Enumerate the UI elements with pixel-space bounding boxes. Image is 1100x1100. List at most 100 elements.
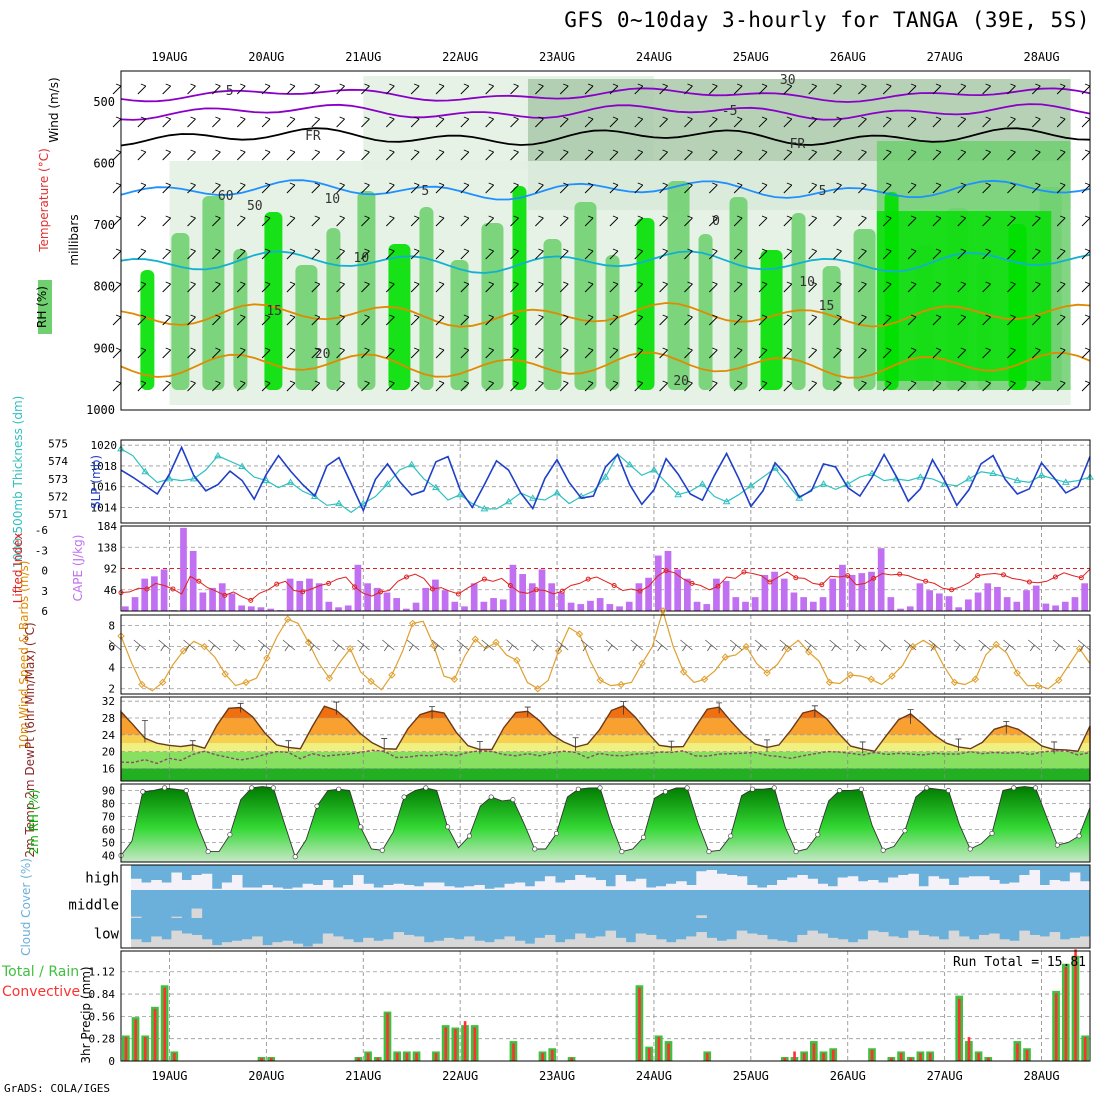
thickness-point [480,504,489,512]
cloud-bar [141,942,152,948]
wind-barb [854,639,867,652]
cape-bar [809,601,817,611]
rh-shade [171,233,190,390]
precip-convective-bar [134,1019,137,1061]
wind-barb [659,347,668,359]
wind-barb [1056,215,1066,227]
wind-barb [361,215,370,227]
date-label-bottom: 26AUG [830,1069,866,1083]
wind-barb [410,83,420,95]
cloud-bar [524,943,536,948]
wind-barb [758,380,768,392]
wind-barb [932,215,942,227]
cape-bar [1042,603,1050,611]
wind-barb [708,149,718,161]
rh-point [510,797,516,803]
rh-point [314,803,320,809]
cape-bar [354,564,362,611]
wind-barb [833,182,842,194]
wind-barb [162,116,172,128]
cape-bar [499,599,507,611]
cape-bar [296,580,304,611]
wind-barb [783,380,793,392]
li-point [1052,574,1058,580]
wind-speed-point [721,653,730,661]
contour-label: 30 [780,73,796,88]
wind-barb [460,248,470,260]
contour-label: FR [305,129,321,144]
wind-barb [506,639,519,652]
minmax-bar [1003,720,1010,734]
slp-tick: 1018 [91,460,118,473]
rh-point [815,832,821,838]
wind-barb [833,149,842,161]
cape-bar [839,564,846,611]
wind-barb [112,182,122,194]
thickness-point [795,494,804,501]
thickness-point [165,474,174,482]
wind-barb [584,248,594,260]
precip-convective-bar [1025,1049,1029,1061]
cape-bar [122,606,129,611]
cape-bar [829,578,837,611]
cloud-bar [393,883,405,890]
li-point [559,588,565,594]
cloud-bar [464,886,475,890]
wind-barb [212,281,221,293]
wind-barb [659,215,668,227]
wind-barb [584,182,594,194]
rh-point [336,786,342,792]
wind-barb [1007,281,1016,293]
cloud-bar [191,908,203,918]
wind-barb [187,314,196,326]
wind-barb [311,248,321,260]
minmax-bar [716,702,723,714]
date-label-top: 28AUG [1023,50,1059,64]
wind-barb [882,347,892,359]
cape-bar [858,573,866,611]
wind-barb [1081,380,1091,392]
wind-barb [485,116,495,128]
wind-barb [833,248,842,260]
rh-shade [295,265,318,390]
li-point [429,586,435,592]
wind-barb [137,281,147,293]
wind-barb [708,281,718,293]
wind-speed-point [534,685,542,693]
cloud-bar [514,940,526,948]
wind-barb [1031,83,1041,95]
wind-barb [162,347,172,359]
wind-speed-point [575,630,584,638]
cloud-bar [837,877,849,890]
cape-bar [335,607,342,611]
thickness-tick: 573 [48,473,68,486]
minmax-bar [1051,741,1058,754]
wind-barb [754,639,768,652]
pressure-tick: 500 [93,95,115,109]
rh-shade [876,211,1052,381]
wind-barb [684,215,693,227]
cloud-bar [807,878,818,890]
cloud-bar [1069,872,1081,890]
cloud-bar [1019,875,1030,890]
wind-barb [307,639,321,652]
wind-barb [982,347,991,359]
cloud-bar [857,881,869,890]
cloud-bar [403,934,415,948]
wind-barb [385,182,395,194]
cloud-bar [171,872,182,890]
wind-barb [907,116,917,128]
wind-barb [410,149,420,161]
cloud-bar [666,942,677,948]
date-label-bottom: 27AUG [927,1069,963,1083]
cloud-bar [312,943,324,948]
footer-credit: GrADS: COLA/IGES [4,1082,110,1095]
cloud-bar [766,885,778,890]
wind-barb [183,639,196,652]
date-label-top: 25AUG [733,50,769,64]
cloud-bar [918,886,929,890]
wind-barb [783,182,793,194]
cape-bar [364,583,371,611]
cloud-bar [292,943,304,948]
